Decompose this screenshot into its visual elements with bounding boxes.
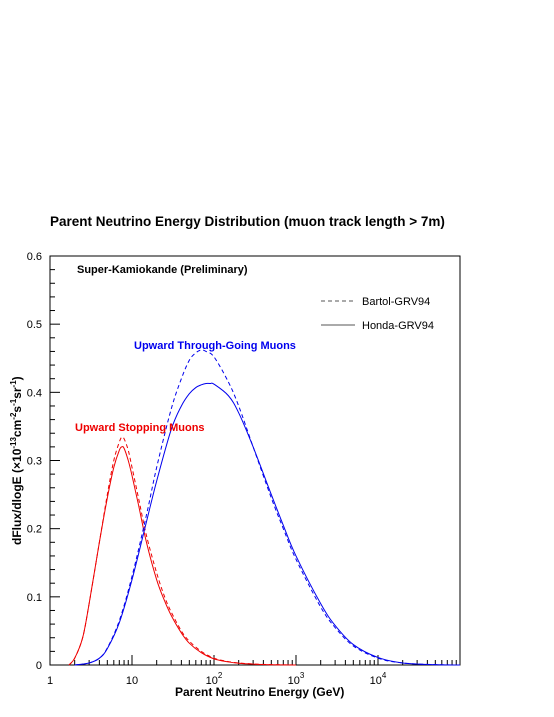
y-label-unit1: cm <box>10 420 24 437</box>
x-tick-label: 1 <box>47 675 53 687</box>
x-axis-ticks: 1 10 102 103 104 <box>47 655 457 687</box>
y-label-prefix: dFlux/dlogE ( <box>10 469 24 545</box>
plot-frame <box>49 255 461 666</box>
x-tick-exponent: 3 <box>300 671 305 680</box>
y-axis-ticks: 0 0.1 0.2 0.3 0.4 0.5 0.6 <box>27 251 60 672</box>
series-layer <box>68 349 461 666</box>
y-label-unit2: s <box>10 406 24 413</box>
y-label-unit3: sr <box>10 387 24 399</box>
y-tick-label: 0.5 <box>27 319 42 331</box>
y-label-exp2: -2 <box>9 412 18 420</box>
legend-entry-honda: Honda-GRV94 <box>362 320 434 332</box>
chart-title: Parent Neutrino Energy Distribution (muo… <box>50 214 445 229</box>
series-line-through-going-solid <box>74 382 461 666</box>
y-label-exp3: -1 <box>9 398 18 406</box>
annotation-stopping: Upward Stopping Muons <box>75 422 205 434</box>
chart-title-group: Parent Neutrino Energy Distribution (muo… <box>50 214 445 229</box>
y-label-times: × <box>10 462 24 469</box>
y-label-suffix: ) <box>10 376 24 380</box>
series-line-stopping-solid <box>68 446 297 666</box>
x-tick-label: 10 <box>126 675 138 687</box>
experiment-label: Super-Kamiokande (Preliminary) <box>77 264 248 276</box>
x-axis-label: Parent Neutrino Energy (GeV) <box>175 685 344 699</box>
y-label-exp1: -13 <box>9 437 18 449</box>
y-tick-label: 0.4 <box>27 387 42 399</box>
legend-entry-bartol: Bartol-GRV94 <box>362 296 430 308</box>
y-tick-label: 0.3 <box>27 456 42 468</box>
y-label-exp4: -1 <box>9 380 18 388</box>
y-axis-label: dFlux/dlogE (×10-13cm-2s-1sr-1) <box>9 376 24 545</box>
x-tick-exponent: 2 <box>218 671 223 680</box>
y-tick-label: 0.2 <box>27 524 42 536</box>
y-tick-label: 0 <box>36 660 42 672</box>
y-label-mantissa: 10 <box>10 448 24 462</box>
x-tick-label: 104 <box>370 671 387 687</box>
y-tick-label: 0.6 <box>27 251 42 263</box>
x-tick-exponent: 4 <box>382 671 387 680</box>
series-line-through-going-dashed <box>74 349 461 666</box>
legend: Bartol-GRV94 Honda-GRV94 <box>321 296 434 332</box>
y-tick-label: 0.1 <box>27 592 42 604</box>
annotation-through-going: Upward Through-Going Muons <box>134 340 296 352</box>
